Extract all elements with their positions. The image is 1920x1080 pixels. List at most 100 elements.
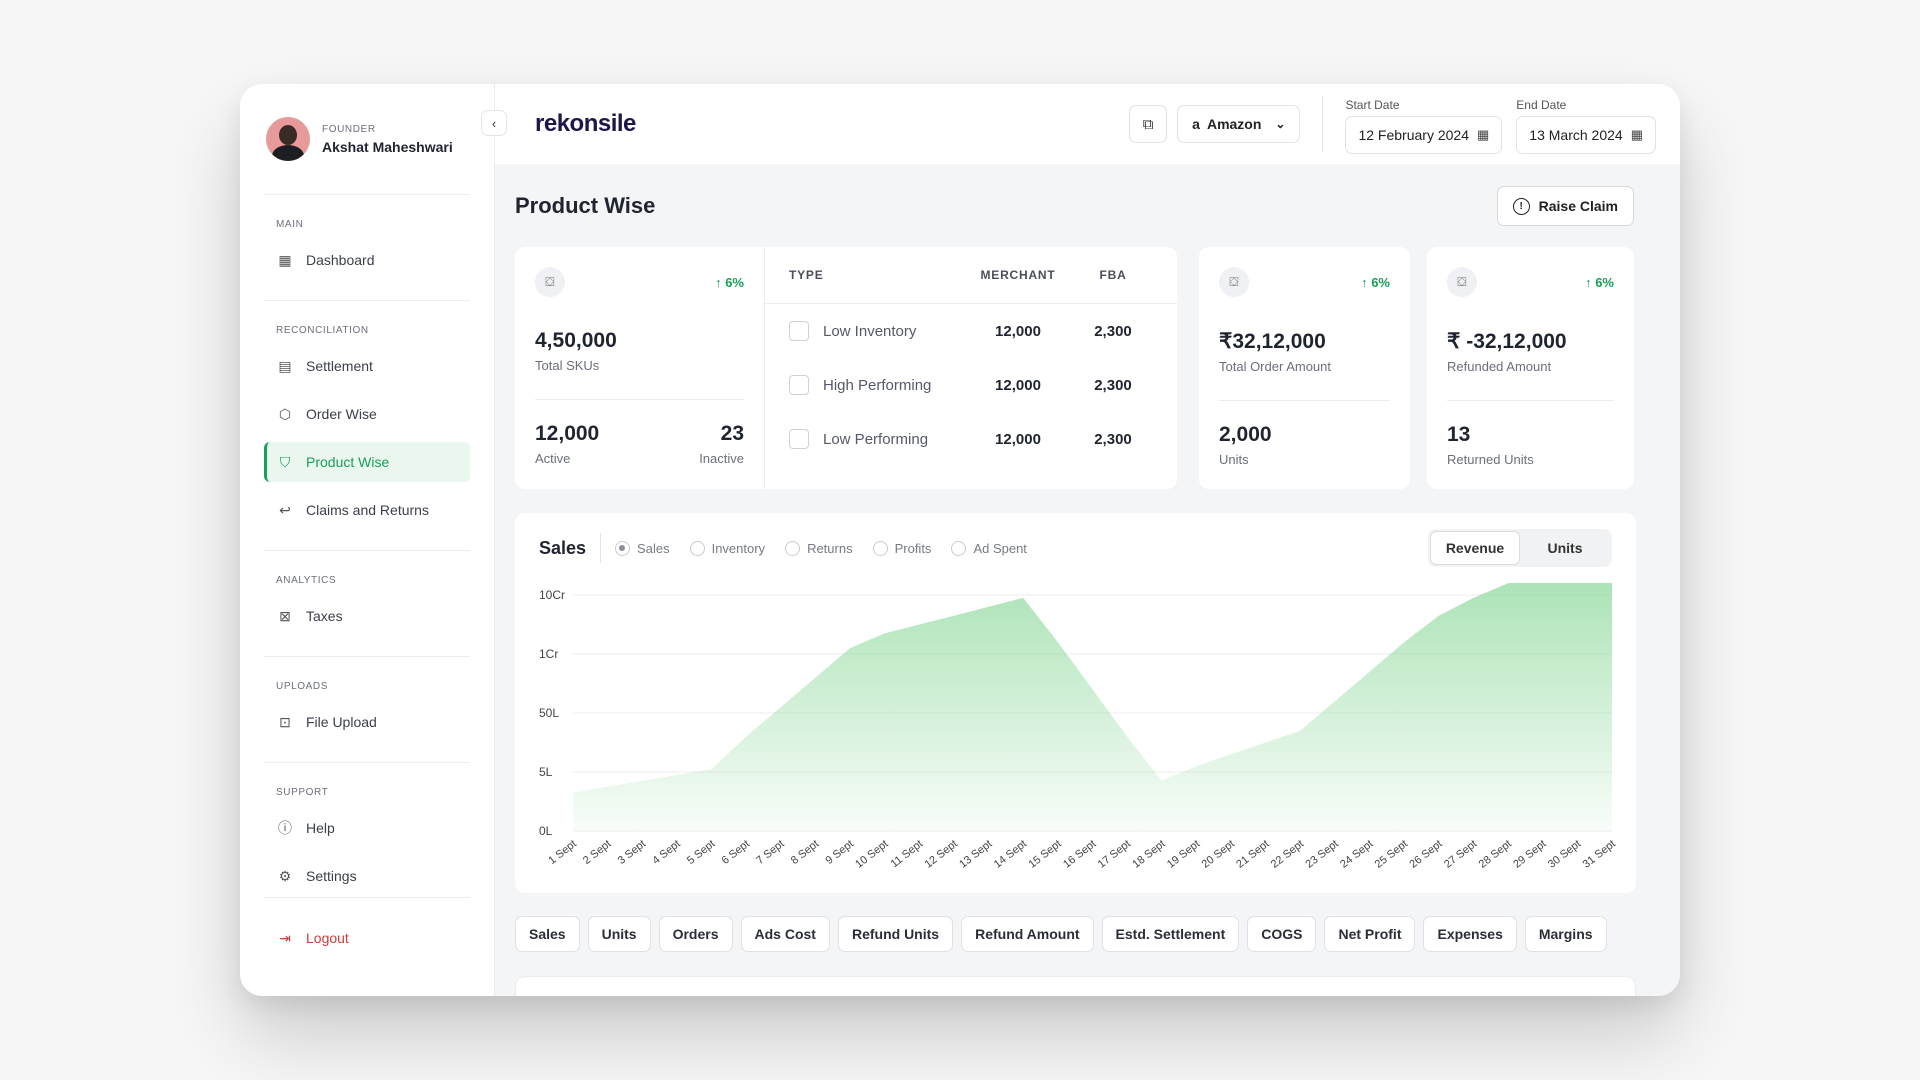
x-tick-label: 2 Sept	[581, 838, 613, 867]
cart-icon: ⛋	[1219, 267, 1249, 297]
sidebar-item-dashboard[interactable]: ▦ Dashboard	[264, 240, 470, 280]
metric-tab-sales[interactable]: Sales	[515, 916, 580, 952]
row-fba: 2,300	[1094, 322, 1132, 340]
units-value: 2,000	[1219, 423, 1272, 446]
y-tick-label: 0L	[539, 824, 553, 838]
x-tick-label: 24 Sept	[1338, 838, 1375, 871]
radio-ad-spent[interactable]: Ad Spent	[951, 540, 1027, 556]
sidebar-item-product-wise[interactable]: ⛉ Product Wise	[264, 442, 470, 482]
metric-tab-cogs[interactable]: COGS	[1247, 916, 1317, 952]
box-icon: ⬡	[278, 405, 292, 422]
metric-tab-expenses[interactable]: Expenses	[1423, 916, 1517, 952]
x-tick-label: 3 Sept	[616, 838, 648, 867]
y-tick-label: 5L	[539, 765, 553, 779]
metric-tab-ads-cost[interactable]: Ads Cost	[740, 916, 830, 952]
calendar-icon: ▦	[1477, 127, 1490, 142]
metric-tab-refund-units[interactable]: Refund Units	[837, 916, 954, 952]
metric-tab-refund-amount[interactable]: Refund Amount	[961, 916, 1094, 952]
metric-tab-margins[interactable]: Margins	[1524, 916, 1607, 952]
sidebar-item-order-wise[interactable]: ⬡ Order Wise	[264, 394, 470, 434]
document-icon: ▤	[278, 357, 292, 374]
order-amount-card: ⛋ ↑ 6% ₹32,12,000 Total Order Amount 2,0…	[1199, 247, 1410, 489]
col-type: TYPE	[789, 268, 824, 282]
metric-tab-orders[interactable]: Orders	[658, 916, 733, 952]
x-tick-label: 29 Sept	[1511, 838, 1548, 871]
section-title: ANALYTICS	[276, 575, 337, 586]
profile-name: Akshat Maheshwari	[322, 138, 453, 155]
sync-button[interactable]: ⧉	[1129, 105, 1168, 143]
x-tick-label: 16 Sept	[1061, 838, 1098, 871]
metric-tab-estd-settlement[interactable]: Estd. Settlement	[1101, 916, 1240, 952]
metric-tab-units[interactable]: Units	[587, 916, 651, 952]
units-label: Units	[1219, 452, 1249, 467]
avatar	[266, 117, 310, 161]
x-tick-label: 22 Sept	[1269, 838, 1306, 871]
end-date-picker[interactable]: 13 March 2024 ▦	[1516, 116, 1656, 154]
marketplace-value: Amazon	[1206, 116, 1262, 132]
nav-section-main: MAIN ▦ Dashboard	[264, 195, 470, 300]
table-row: Low Inventory 12,000 2,300	[765, 304, 1177, 358]
logout-icon: ⇥	[279, 929, 291, 946]
sidebar-item-help[interactable]: ⓘ Help	[264, 808, 470, 848]
start-date-picker[interactable]: 12 February 2024 ▦	[1345, 116, 1503, 154]
radio-inventory[interactable]: Inventory	[689, 540, 765, 556]
total-skus-label: Total SKUs	[535, 358, 600, 373]
sidebar-item-label: Settlement	[306, 358, 373, 374]
total-order-amount-value: ₹32,12,000	[1219, 330, 1326, 353]
alert-icon: !	[1512, 197, 1530, 215]
logout-button[interactable]: ⇥ Logout	[264, 918, 470, 958]
collapse-sidebar-button[interactable]: ‹	[481, 110, 507, 136]
raise-claim-button[interactable]: ! Raise Claim	[1496, 186, 1634, 226]
profile-role: FOUNDER	[322, 123, 376, 135]
row-type: Low Performing	[823, 430, 929, 448]
start-date-label: Start Date	[1345, 98, 1400, 112]
tax-icon: ⊠	[279, 607, 291, 624]
x-tick-label: 9 Sept	[823, 838, 855, 867]
sales-chart-card: Sales Sales Inventory Returns Profits Ad…	[515, 513, 1636, 893]
sidebar-item-label: Product Wise	[306, 454, 390, 470]
chevron-left-icon: ‹	[491, 115, 497, 131]
app-window: FOUNDER Akshat Maheshwari ‹ MAIN ▦ Dashb…	[240, 84, 1680, 996]
toggle-units[interactable]: Units	[1547, 540, 1583, 556]
marketplace-select[interactable]: a Amazon ⌄	[1177, 105, 1301, 143]
sidebar-item-label: Help	[306, 820, 335, 836]
return-icon: ↩	[279, 501, 291, 518]
sidebar-item-label: Dashboard	[306, 252, 375, 268]
raise-claim-label: Raise Claim	[1538, 198, 1618, 214]
refunded-amount-value: ₹ -32,12,000	[1447, 330, 1567, 353]
start-date-group: Start Date 12 February 2024 ▦	[1345, 98, 1503, 154]
sidebar: FOUNDER Akshat Maheshwari ‹ MAIN ▦ Dashb…	[240, 84, 507, 996]
section-title: MAIN	[276, 219, 304, 230]
radio-sales[interactable]: Sales	[615, 540, 670, 556]
row-checkbox[interactable]	[789, 375, 809, 395]
profile[interactable]: FOUNDER Akshat Maheshwari	[264, 84, 470, 194]
x-tick-label: 20 Sept	[1200, 838, 1237, 871]
active-label: Active	[535, 451, 571, 466]
sidebar-item-file-upload[interactable]: ⊡ File Upload	[264, 702, 470, 742]
sidebar-item-settings[interactable]: ⚙ Settings	[264, 856, 470, 896]
x-tick-label: 4 Sept	[650, 838, 682, 867]
radio-returns[interactable]: Returns	[785, 540, 853, 556]
toggle-revenue[interactable]: Revenue	[1430, 531, 1520, 565]
shirt-icon: ⛉	[279, 453, 291, 470]
col-merchant: MERCHANT	[980, 268, 1056, 282]
sidebar-item-claims-and-returns[interactable]: ↩ Claims and Returns	[264, 490, 470, 530]
row-checkbox[interactable]	[789, 429, 809, 449]
x-tick-label: 27 Sept	[1442, 838, 1479, 871]
row-checkbox[interactable]	[789, 321, 809, 341]
sales-area-chart: 10Cr 1Cr 50L 5L 0L1 Sept 2 Sept 3 Sept 4 Sept 5 …	[539, 583, 1618, 871]
y-tick-label: 50L	[539, 706, 559, 720]
sidebar-item-settlement[interactable]: ▤ Settlement	[264, 346, 470, 386]
sidebar-item-label: Order Wise	[306, 406, 377, 422]
topbar: rekonsile ⧉ a Amazon ⌄ Start Date 12 Feb…	[495, 84, 1680, 164]
sales-area	[573, 583, 1612, 831]
y-tick-label: 1Cr	[539, 647, 558, 661]
metric-tab-net-profit[interactable]: Net Profit	[1324, 916, 1416, 952]
inactive-label: Inactive	[699, 451, 744, 466]
refunds-delta: ↑ 6%	[1585, 274, 1614, 290]
brand-logo[interactable]: rekonsile	[535, 110, 636, 137]
returned-units-label: Returned Units	[1447, 452, 1534, 467]
sidebar-item-taxes[interactable]: ⊠ Taxes	[264, 596, 470, 636]
radio-profits[interactable]: Profits	[872, 540, 931, 556]
chevron-down-icon: ⌄	[1275, 117, 1286, 131]
